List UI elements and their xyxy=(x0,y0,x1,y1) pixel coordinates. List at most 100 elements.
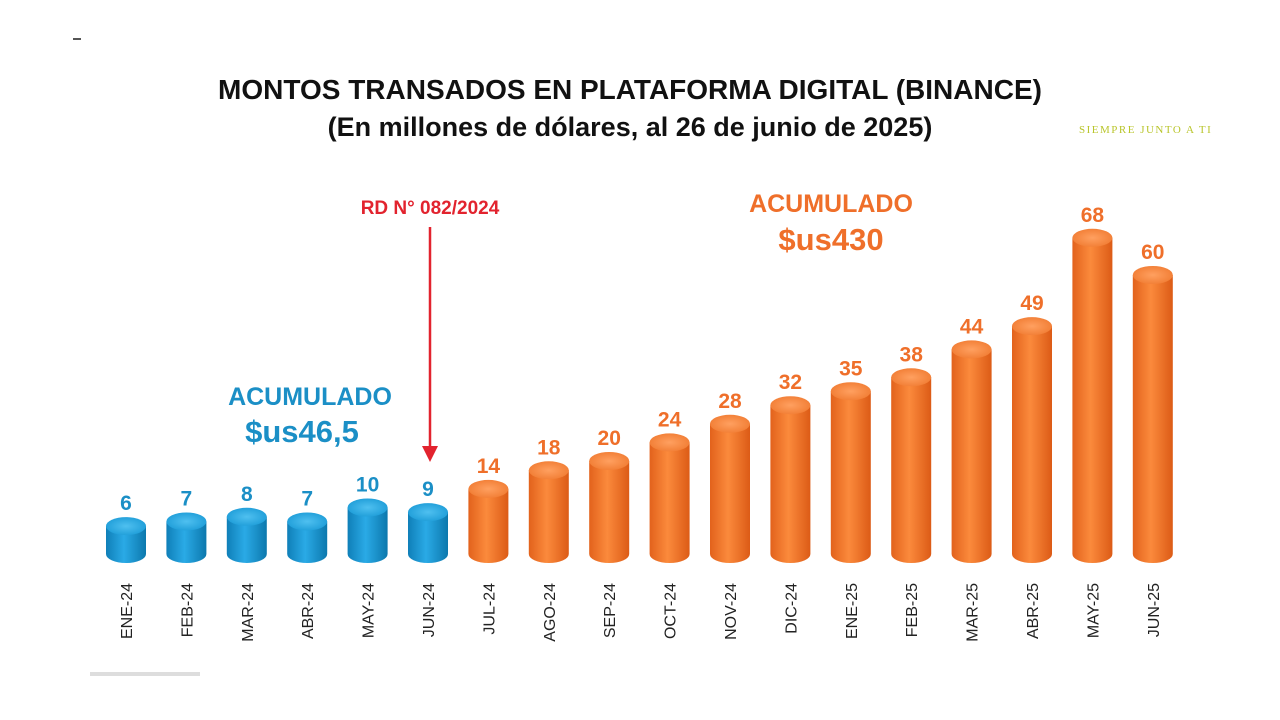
x-tick-label: ABR-25 xyxy=(1025,583,1042,639)
bar-feb-24 xyxy=(166,512,207,563)
bar-top xyxy=(1132,266,1173,284)
bar-top xyxy=(347,498,388,517)
bar-body xyxy=(408,512,448,563)
value-label: 32 xyxy=(779,371,802,394)
bar-body xyxy=(891,377,932,563)
x-tick-label: OCT-24 xyxy=(663,583,680,639)
x-tick-label: FEB-24 xyxy=(179,583,196,637)
value-label: 7 xyxy=(301,487,313,510)
bar-abr-24 xyxy=(287,512,328,563)
x-tick-label: ENE-24 xyxy=(119,583,136,639)
bar-mar-25 xyxy=(951,340,992,563)
bar-dic-24 xyxy=(770,396,811,563)
x-tick-label: JUN-25 xyxy=(1146,583,1163,637)
chart-subtitle: (En millones de dólares, al 26 de junio … xyxy=(327,112,933,142)
x-tick-label: ENE-25 xyxy=(844,583,861,639)
x-tick-label: AGO-24 xyxy=(542,583,559,642)
source-smudge xyxy=(90,672,200,676)
value-label: 20 xyxy=(598,427,621,450)
value-label: 9 xyxy=(422,478,434,501)
rd-annotation-label: RD N° 082/2024 xyxy=(361,198,500,219)
slogan-text: SIEMPRE JUNTO A TI xyxy=(1079,124,1213,136)
x-tick-label: JUL-24 xyxy=(481,583,498,635)
bar-body xyxy=(589,461,630,563)
acumulado-blue-value: $us46,5 xyxy=(245,414,359,449)
bar-top xyxy=(1072,228,1113,247)
bar-body xyxy=(710,423,750,563)
bar-body xyxy=(468,488,509,563)
value-label: 24 xyxy=(658,408,682,431)
bar-top xyxy=(106,517,146,536)
acumulado-blue-label: ACUMULADO xyxy=(228,383,392,411)
value-labels-layer: 6 7 8 7 10 9 14 18 20 24 28 32 35 38 44 49 68 60 xyxy=(120,204,1164,515)
bar-body xyxy=(770,405,811,563)
bar-ago-24 xyxy=(528,461,569,563)
value-label: 8 xyxy=(241,483,253,506)
value-label: 7 xyxy=(181,487,193,510)
x-tick-label: ABR-24 xyxy=(300,583,317,639)
bar-top xyxy=(287,512,328,531)
bar-body xyxy=(649,442,690,563)
bar-top xyxy=(226,507,267,526)
decorative-dash xyxy=(73,38,81,40)
bar-may-24 xyxy=(347,498,388,563)
bar-abr-25 xyxy=(1012,317,1052,563)
bar-may-25 xyxy=(1072,228,1113,564)
bar-body xyxy=(1012,326,1052,563)
value-label: 28 xyxy=(718,390,742,413)
bar-nov-24 xyxy=(710,414,750,563)
value-label: 44 xyxy=(960,315,984,338)
bar-body xyxy=(106,526,146,563)
bar-body xyxy=(287,521,328,563)
x-tick-label: JUN-24 xyxy=(421,583,438,637)
x-tick-label: FEB-25 xyxy=(904,583,921,637)
bar-top xyxy=(468,479,509,498)
bar-top xyxy=(589,452,630,470)
value-label: 18 xyxy=(537,436,561,459)
bar-body xyxy=(166,521,207,563)
bar-oct-24 xyxy=(649,433,690,563)
bar-top xyxy=(710,414,750,433)
rd-arrow-head xyxy=(422,446,438,462)
value-label: 35 xyxy=(839,357,863,380)
value-label: 68 xyxy=(1081,204,1105,227)
x-tick-label: DIC-24 xyxy=(783,583,800,634)
bar-ene-24 xyxy=(106,517,146,563)
bar-feb-25 xyxy=(891,368,932,563)
value-label: 60 xyxy=(1141,241,1164,264)
bar-body xyxy=(830,391,871,563)
x-tick-label: MAY-25 xyxy=(1085,583,1102,638)
bars-layer xyxy=(106,228,1173,564)
bar-mar-24 xyxy=(226,507,267,563)
bar-body xyxy=(528,470,569,563)
bar-jun-24 xyxy=(408,503,448,563)
tick-labels-layer: ENE-24 FEB-24 MAR-24 ABR-24 MAY-24 JUN-24 JUL-… xyxy=(119,583,1163,642)
bar-top xyxy=(528,461,569,480)
bar-ene-25 xyxy=(830,382,871,563)
bar-body xyxy=(226,516,267,563)
value-label: 49 xyxy=(1020,292,1043,315)
bar-body xyxy=(1072,237,1113,564)
bar-top xyxy=(166,512,207,531)
title-crop-mask xyxy=(1082,70,1122,110)
bar-top xyxy=(770,396,811,415)
bar-body xyxy=(951,349,992,563)
value-label: 38 xyxy=(900,343,924,366)
x-tick-label: NOV-24 xyxy=(723,583,740,640)
acumulado-orange-value: $us430 xyxy=(778,222,883,257)
bar-top xyxy=(1012,317,1052,336)
bar-top xyxy=(951,340,992,359)
bar-jun-25 xyxy=(1132,266,1173,563)
chart-title: MONTOS TRANSADOS EN PLATAFORMA DIGITAL (… xyxy=(218,74,1042,105)
bar-jul-24 xyxy=(468,479,509,563)
bar-top xyxy=(830,382,871,401)
value-label: 14 xyxy=(477,455,501,478)
bar-sep-24 xyxy=(589,452,630,563)
bar-body xyxy=(347,507,388,563)
bar-top xyxy=(891,368,932,387)
bar-top xyxy=(649,433,690,452)
x-tick-label: MAY-24 xyxy=(361,583,378,638)
x-tick-label: MAR-24 xyxy=(240,583,257,642)
bar-top xyxy=(408,503,448,522)
